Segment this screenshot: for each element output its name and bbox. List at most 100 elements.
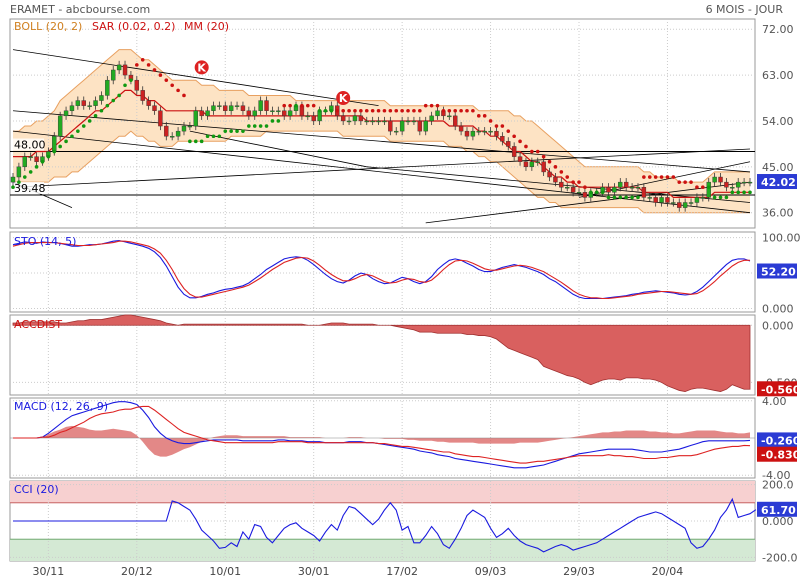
- sar-dot: [559, 170, 564, 174]
- candle: [399, 120, 405, 132]
- candle: [682, 202, 688, 208]
- candle: [741, 181, 747, 184]
- candle: [547, 171, 552, 178]
- sar-dot: [677, 180, 682, 184]
- candle: [647, 197, 652, 199]
- candle: [252, 110, 257, 117]
- candle: [470, 130, 476, 137]
- sar-dot: [199, 139, 204, 144]
- candle: [612, 187, 617, 193]
- sar-dot: [423, 103, 428, 108]
- sar-dot: [22, 175, 27, 179]
- sar-dot: [689, 180, 693, 184]
- sar-dot: [81, 124, 86, 128]
- sar-dot: [311, 103, 316, 108]
- cci-line: [13, 497, 757, 553]
- sar-dot: [647, 175, 652, 179]
- x-tick-label: 30/01: [298, 565, 330, 578]
- sar-dot: [665, 175, 670, 179]
- bollinger-upper: [13, 49, 750, 183]
- candle: [358, 115, 364, 122]
- candle: [423, 120, 428, 132]
- sar-dot: [217, 134, 222, 139]
- sar-dot: [276, 119, 281, 123]
- candle: [736, 181, 741, 188]
- sar-dot: [87, 119, 92, 123]
- sar-dot: [111, 98, 116, 103]
- sar-dot: [571, 180, 575, 184]
- candle: [175, 130, 181, 137]
- candle: [57, 115, 63, 137]
- sar-dot: [34, 165, 39, 169]
- candle: [240, 105, 246, 111]
- marker-k: [194, 60, 209, 75]
- candle: [688, 202, 694, 204]
- candle: [258, 100, 263, 111]
- sar-dot: [671, 175, 676, 179]
- candle: [28, 156, 33, 158]
- sar-dot: [376, 108, 381, 113]
- sar-dot: [270, 119, 275, 123]
- sar-dot: [247, 124, 251, 128]
- sar-dot: [152, 68, 157, 72]
- panel-cci: 200.0 0.000 -200.0 CCI (20) 61.70: [9, 479, 797, 564]
- candle: [464, 130, 470, 137]
- sar-dot: [636, 195, 640, 200]
- candle: [559, 181, 564, 188]
- panel-accdist: 0.000-0.500ACCDIST-0.560: [9, 314, 800, 397]
- candle: [217, 105, 222, 107]
- candle: [211, 105, 216, 111]
- x-tick-label: 20/04: [652, 565, 684, 578]
- price-last-value: 42.02: [761, 176, 796, 189]
- sar-dot: [135, 63, 139, 67]
- candle: [264, 100, 269, 111]
- cci-oversold-band: [10, 539, 755, 561]
- candle: [10, 176, 16, 183]
- sar-dot: [453, 108, 458, 113]
- candle: [81, 100, 86, 106]
- sar-dot: [300, 103, 304, 108]
- y-tick-label: 0.000: [762, 319, 794, 332]
- sar-dot: [476, 114, 481, 118]
- sar-dot: [158, 73, 163, 77]
- sar-dot: [465, 108, 469, 113]
- sar-dot: [482, 114, 487, 118]
- candle: [712, 176, 717, 183]
- sar-dot: [535, 149, 540, 154]
- candle: [346, 120, 352, 123]
- y-tick-label: 0.000: [762, 515, 794, 528]
- sar-dot: [394, 108, 399, 113]
- x-tick-label: 09/03: [475, 565, 507, 578]
- candle: [99, 95, 104, 101]
- candle: [700, 197, 706, 199]
- candle: [405, 120, 411, 123]
- x-tick-label: 29/03: [563, 565, 595, 578]
- candle: [187, 125, 193, 128]
- trend-line: [425, 181, 751, 224]
- candle: [122, 64, 128, 76]
- sar-dot: [317, 108, 322, 113]
- candle: [234, 105, 240, 107]
- candle: [500, 136, 505, 142]
- x-tick-label: 30/11: [33, 565, 65, 578]
- candle: [340, 115, 346, 122]
- sar-dot: [518, 139, 522, 144]
- sto-last-value-bg: [757, 263, 797, 279]
- sar-dot: [418, 108, 422, 113]
- candle: [116, 64, 122, 71]
- candle: [730, 187, 735, 189]
- candle: [671, 202, 676, 204]
- sar-dot: [235, 129, 239, 133]
- candle: [370, 120, 375, 123]
- header-title: ERAMET - abcbourse.com: [10, 3, 150, 16]
- candle: [75, 100, 81, 106]
- sar-dot: [182, 93, 186, 98]
- candle: [523, 161, 529, 168]
- candle: [488, 130, 493, 133]
- sar-dot: [742, 190, 746, 195]
- candle: [134, 79, 140, 91]
- sar-dot: [335, 108, 340, 113]
- candle: [677, 202, 682, 208]
- panel-price: 72.00 63.00 54.00 45.00 36.00 48.00 39.48 K K BOL…: [9, 18, 797, 229]
- level-label: 39.48: [14, 182, 46, 195]
